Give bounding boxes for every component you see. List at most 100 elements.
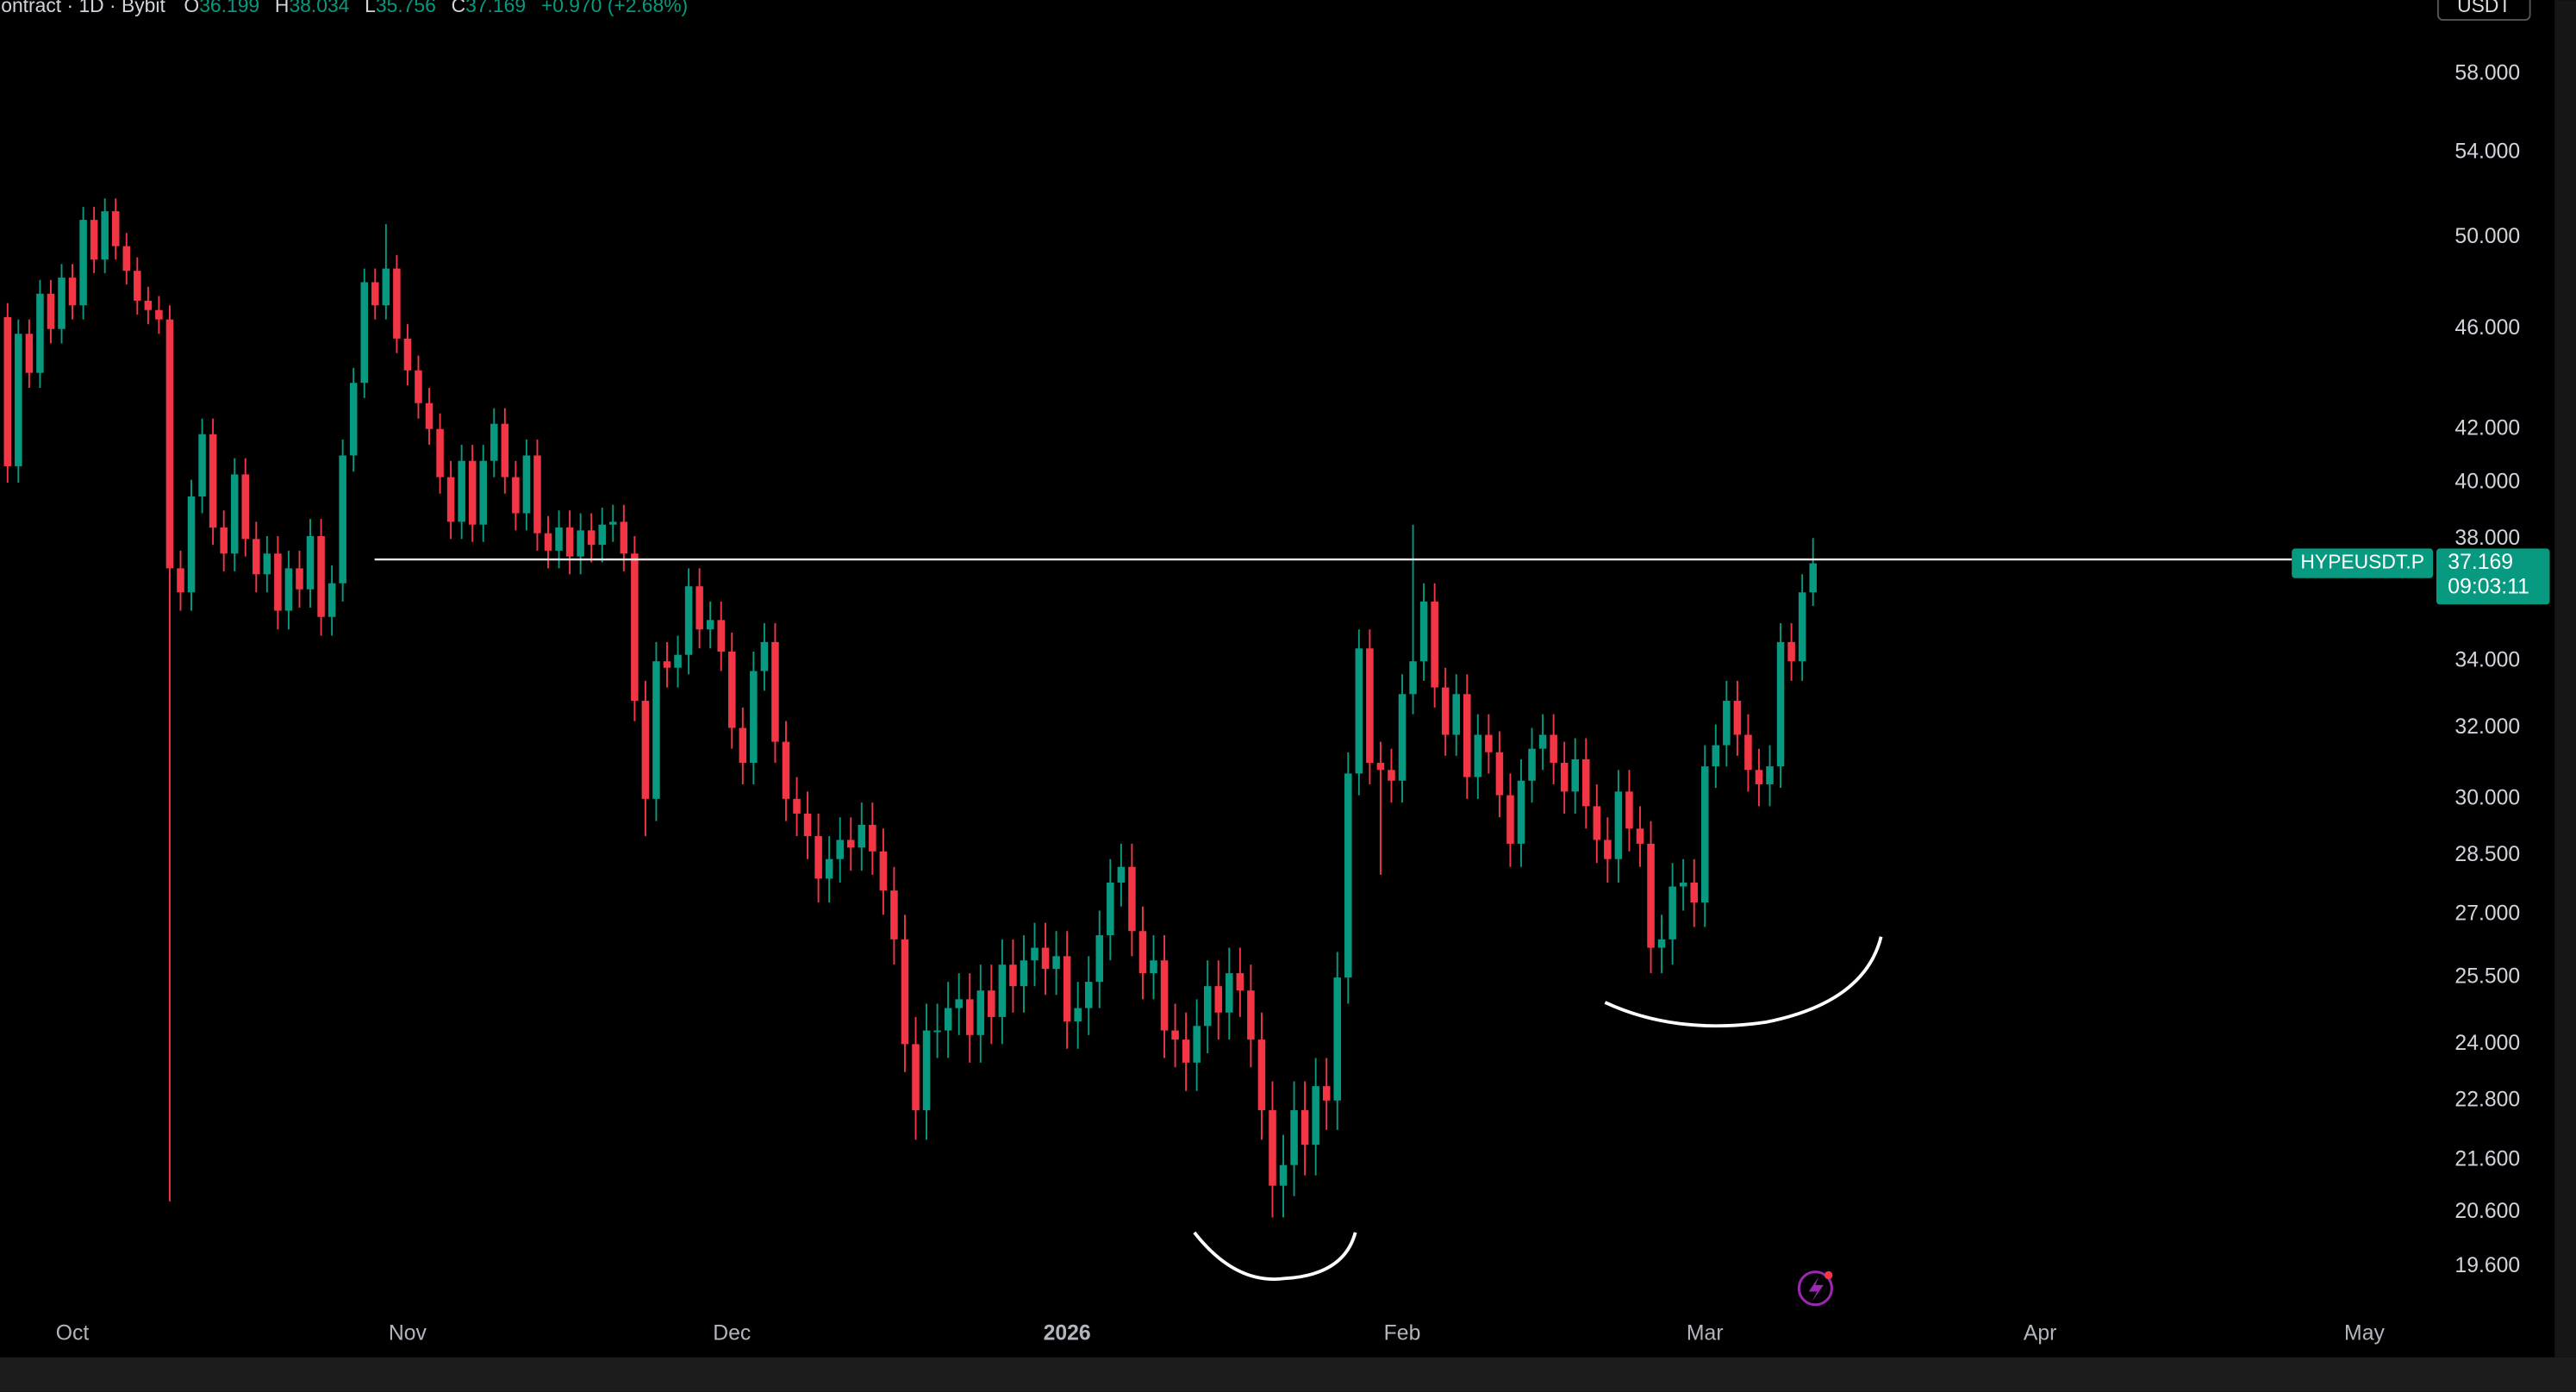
candle-body xyxy=(1614,791,1623,859)
candle-body xyxy=(955,999,963,1008)
candle-body xyxy=(349,383,358,456)
y-tick-label: 27.000 xyxy=(2454,902,2520,926)
ohlc-key: H xyxy=(275,0,290,16)
candle-body xyxy=(1798,592,1806,662)
header: Contract · 1D · Bybit O36.199 H38.034 L3… xyxy=(0,0,688,16)
unit-box[interactable] xyxy=(2436,0,2531,22)
candle-body xyxy=(1031,947,1039,961)
candle-body xyxy=(1160,960,1169,1031)
candle-body xyxy=(998,964,1007,1017)
x-tick-label: Mar xyxy=(1687,1322,1724,1345)
candle-body xyxy=(879,851,888,891)
candle-body xyxy=(739,727,747,764)
candle-body xyxy=(555,527,563,551)
candle-body xyxy=(544,533,552,551)
candle-body xyxy=(1733,701,1742,735)
ohlc-key: L xyxy=(365,0,376,16)
candle-body xyxy=(684,586,693,655)
candle-body xyxy=(1257,1039,1266,1111)
candle-body xyxy=(1322,1086,1331,1101)
candle-body xyxy=(79,220,87,306)
candle-body xyxy=(522,455,531,514)
candle-body xyxy=(706,620,714,630)
candle-body xyxy=(1582,758,1590,807)
candle-body xyxy=(111,211,120,247)
candle-body xyxy=(1657,939,1666,948)
price-tag xyxy=(2436,548,2550,605)
candle-body xyxy=(1095,935,1104,983)
candle-body xyxy=(144,300,153,310)
candle-body xyxy=(1226,973,1233,1013)
candle-body xyxy=(68,278,77,306)
candle-body xyxy=(641,701,650,799)
candle-body xyxy=(825,858,833,879)
candle-body xyxy=(836,840,844,859)
x-tick-label: Oct xyxy=(56,1322,90,1345)
candle-body xyxy=(1355,648,1363,774)
candle-body xyxy=(101,211,109,260)
price-label-name: HYPEUSDT.P xyxy=(2300,551,2424,573)
candle-body xyxy=(631,553,639,702)
ohlc-value: 35.756 xyxy=(376,0,436,16)
candle-body xyxy=(1366,648,1374,764)
candle-body xyxy=(1700,766,1709,903)
candle-body xyxy=(1084,982,1093,1008)
ohlc-value: 36.199 xyxy=(199,0,259,16)
candle-body xyxy=(1668,886,1676,939)
candle-body xyxy=(371,282,379,306)
y-tick-label: 58.000 xyxy=(2454,62,2520,85)
candle-body xyxy=(339,455,346,584)
candle-body xyxy=(1344,773,1352,978)
candle-body xyxy=(858,824,866,848)
y-tick-label: 28.500 xyxy=(2454,843,2520,866)
candle-body xyxy=(1117,866,1126,883)
candle-body xyxy=(1495,752,1504,796)
candle-body xyxy=(134,271,141,301)
candle-body xyxy=(393,268,401,339)
candle-body xyxy=(1300,1110,1309,1145)
alert-icon[interactable] xyxy=(1797,1270,1833,1307)
candle-body xyxy=(609,521,617,525)
candle-body xyxy=(1182,1039,1190,1063)
x-tick-label: Dec xyxy=(713,1322,751,1345)
candle-body xyxy=(1485,734,1493,752)
candle-body xyxy=(846,840,855,848)
candle-body xyxy=(1604,840,1612,859)
candle-body xyxy=(3,316,12,466)
bottom-bar xyxy=(0,1357,2576,1392)
y-tick-label: 24.000 xyxy=(2454,1032,2520,1055)
candle-body xyxy=(1063,956,1071,1022)
candle-body xyxy=(1409,661,1417,695)
price-label-box xyxy=(2292,548,2434,578)
ohlc-key: O xyxy=(184,0,199,16)
candle-body xyxy=(220,527,228,554)
candle-body xyxy=(58,278,65,329)
candle-body xyxy=(793,798,801,814)
candle-body xyxy=(1744,734,1752,771)
price-tag-value: 37.169 xyxy=(2448,551,2513,574)
candle-body xyxy=(652,661,660,799)
candle-body xyxy=(209,434,217,528)
candle-body xyxy=(1333,977,1342,1101)
candle-body xyxy=(1107,882,1114,936)
candle-body xyxy=(1474,734,1482,777)
candle-body xyxy=(241,474,250,540)
candle-body xyxy=(1052,956,1060,970)
candle-body xyxy=(198,434,206,496)
candle-body xyxy=(1193,1026,1201,1063)
axis-unit: USDT xyxy=(2457,0,2511,16)
ohlc-value: 38.034 xyxy=(289,0,349,16)
candle-body xyxy=(1138,931,1147,974)
y-tick-label: 46.000 xyxy=(2454,316,2520,340)
candle-body xyxy=(15,334,22,466)
candle-body xyxy=(1441,687,1450,735)
candle-body xyxy=(1755,770,1763,784)
candle-body xyxy=(598,524,606,546)
candle-body xyxy=(1452,694,1461,735)
candle-body xyxy=(1776,641,1785,767)
y-tick-label: 22.800 xyxy=(2454,1088,2520,1111)
candle-body xyxy=(1376,763,1385,771)
candle-body xyxy=(1247,990,1255,1040)
candle-body xyxy=(403,338,412,371)
